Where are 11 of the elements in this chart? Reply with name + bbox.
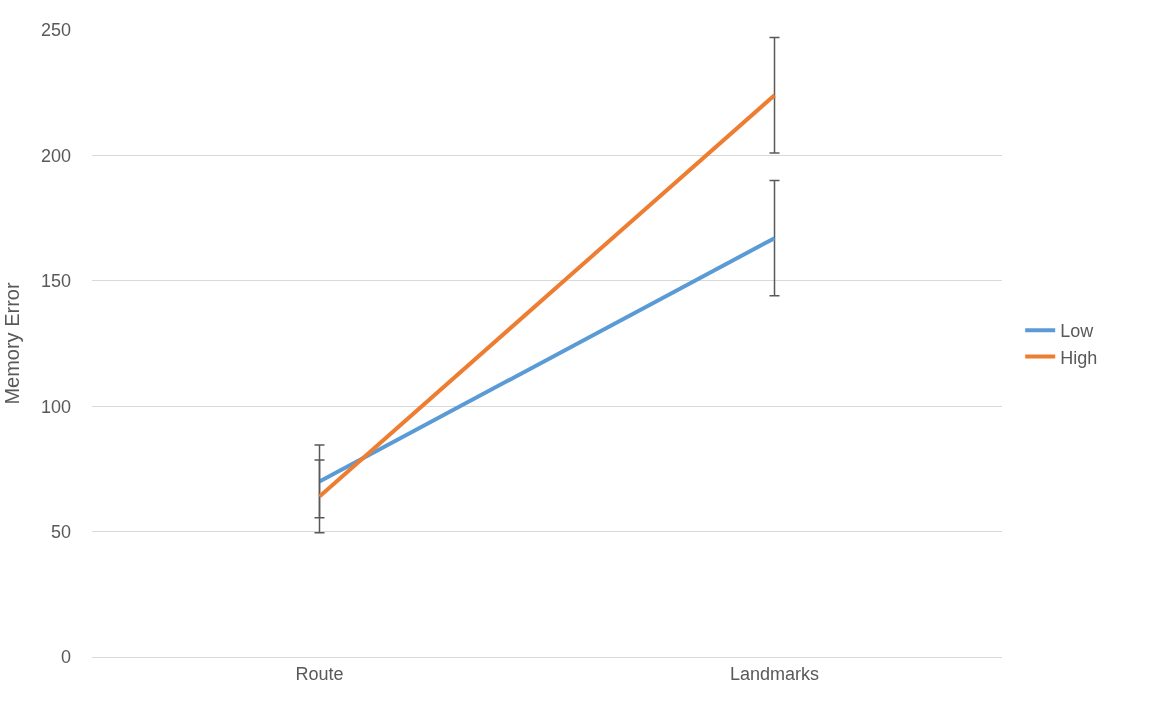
legend-label: Low (1060, 321, 1095, 342)
y-tick-label: 150 (40, 271, 71, 292)
x-tick-label: Route (295, 663, 344, 684)
y-tick-label: 250 (40, 20, 71, 41)
y-tick-label: 100 (40, 396, 71, 417)
legend-label: High (1060, 347, 1098, 368)
x-tick-label: Landmarks (729, 663, 820, 684)
y-tick-label: 200 (40, 145, 71, 166)
y-tick-label: 0 (60, 647, 71, 668)
y-axis-title: Memory Error (1, 282, 24, 405)
y-tick-label: 50 (50, 521, 71, 542)
